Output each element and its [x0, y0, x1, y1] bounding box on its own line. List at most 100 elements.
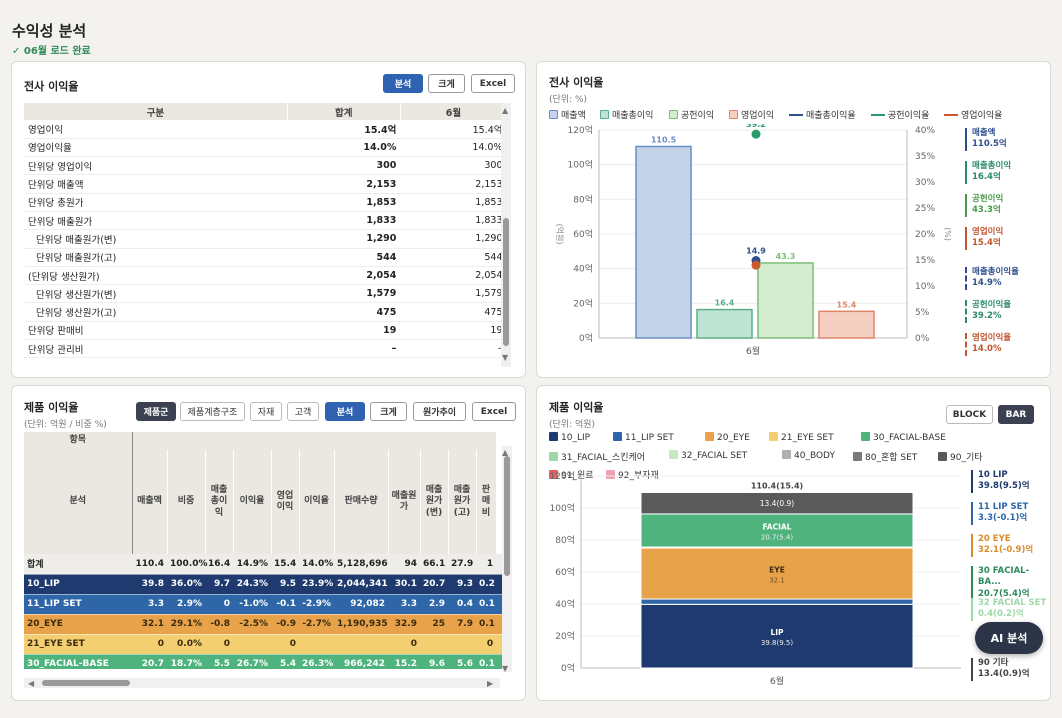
scrollbar-thumb[interactable] [503, 218, 509, 346]
row-total: 300 [287, 156, 401, 176]
product-hierarchy-button[interactable]: 제품계층구조 [180, 402, 245, 421]
stack-segment-3[interactable] [640, 547, 914, 600]
legend-label: 10_LIP [561, 433, 591, 443]
table-cell: 9.6 [420, 654, 448, 669]
line-point[interactable] [751, 260, 761, 270]
table-row[interactable]: 단위당 판매비 19 19 [24, 321, 507, 341]
column-header[interactable]: 매출액 [132, 450, 168, 554]
page-title: 수익성 분석 [12, 22, 87, 40]
table-cell: 5.4 [271, 654, 299, 669]
table-row[interactable]: (단위당 생산원가) 2,054 2,054 [24, 266, 507, 286]
material-button[interactable]: 자재 [250, 402, 282, 421]
table-row[interactable]: 합계 110.4 100.0% 16.4 14.9% 15.4 14.0% 5,128,696… [24, 554, 504, 575]
customer-button[interactable]: 고객 [287, 402, 319, 421]
stack-segment-2[interactable] [640, 598, 914, 605]
table-row[interactable]: 단위당 매출원가(고) 544 544 [24, 248, 507, 267]
cost-trend-button[interactable]: 원가추이 [413, 402, 466, 421]
bar-value-label: 16.4 [715, 299, 735, 308]
bar-view-button[interactable]: BAR [998, 405, 1034, 424]
legend-item[interactable]: 영업이익 [729, 108, 774, 121]
bar-3[interactable] [757, 262, 814, 339]
scroll-down-icon[interactable]: ▼ [502, 353, 509, 362]
legend-item[interactable]: 40_BODY [782, 450, 835, 461]
legend-item[interactable]: 영업이익율 [944, 108, 1002, 121]
scroll-left-icon[interactable]: ◀ [28, 679, 35, 688]
bar-2[interactable] [696, 308, 753, 339]
block-view-button[interactable]: BLOCK [946, 405, 993, 424]
scrollbar-thumb[interactable] [504, 456, 510, 576]
legend-item[interactable]: 21_EYE SET [769, 432, 834, 443]
table-row[interactable]: 단위당 생산원가(변) 1,579 1,579 [24, 284, 507, 304]
table-horizontal-scrollbar[interactable] [24, 678, 500, 688]
column-header[interactable]: 판매비 [476, 450, 497, 554]
table-row[interactable]: 단위당 매출원가(변) 1,290 1,290 [24, 229, 507, 249]
stack-segment-5[interactable] [640, 513, 914, 548]
scroll-down-icon[interactable]: ▼ [502, 664, 509, 673]
legend-item[interactable]: 매출총이익 [600, 108, 653, 121]
enlarge-button[interactable]: 크게 [370, 402, 407, 421]
legend-item[interactable]: 매출액 [549, 108, 586, 121]
table-cell: 36.0% [167, 574, 205, 595]
table-row[interactable]: 21_EYE SET 0 0.0% 0 0 0 0 [24, 634, 504, 655]
bar-1[interactable] [635, 145, 692, 339]
bar-4[interactable] [818, 310, 875, 339]
stack-segment-6[interactable] [640, 491, 914, 515]
column-header[interactable]: 영업이익 [271, 450, 300, 554]
table-row[interactable]: 영업이익 15.4억 15.4억 [24, 120, 507, 139]
legend-item[interactable]: 공헌이익 [669, 108, 714, 121]
excel-button[interactable]: Excel [471, 74, 515, 93]
table-cell [299, 634, 334, 655]
line-point[interactable] [751, 129, 761, 139]
legend-item[interactable]: 30_FACIAL-BASE [861, 432, 946, 443]
legend-item[interactable]: 31_FACIAL_스킨케어 [549, 450, 645, 463]
ai-analysis-button[interactable]: AI 분석 [975, 622, 1043, 654]
legend-swatch [549, 470, 558, 479]
table-row[interactable]: 단위당 매출액 2,153 2,153 [24, 174, 507, 194]
table-row[interactable]: 10_LIP 39.8 36.0% 9.7 24.3% 9.5 23.9% 2,044,341… [24, 574, 504, 595]
column-header[interactable]: 이익율 [233, 450, 272, 554]
column-header[interactable]: 매출원가 [388, 450, 421, 554]
column-header[interactable]: 비중 [167, 450, 206, 554]
legend-item[interactable]: 91_원료 [549, 468, 594, 481]
table-row[interactable]: 영업이익율 14.0% 14.0% [24, 138, 507, 158]
column-header[interactable]: 판매수량 [334, 450, 389, 554]
enlarge-button[interactable]: 크게 [428, 74, 465, 93]
table-cell: 26.3% [299, 654, 334, 669]
legend-item[interactable]: 11_LIP SET [613, 432, 674, 443]
scroll-right-icon[interactable]: ▶ [487, 679, 494, 688]
column-header[interactable]: 이익율 [299, 450, 335, 554]
table-row[interactable]: 단위당 총원가 1,853 1,853 [24, 193, 507, 212]
analysis-button[interactable]: 분석 [325, 402, 365, 421]
column-header[interactable]: 매출원가(고) [448, 450, 477, 554]
analysis-button[interactable]: 분석 [383, 74, 423, 93]
column-header[interactable]: 매출원가(변) [420, 450, 449, 554]
legend-item[interactable]: 공헌이익율 [871, 108, 929, 121]
legend-item[interactable]: 80_혼합 SET [853, 450, 917, 463]
table-row[interactable]: 20_EYE 32.1 29.1% -0.8 -2.5% -0.9 -2.7% 1,190,9… [24, 614, 504, 635]
table-row[interactable]: 단위당 매출원가 1,833 1,833 [24, 211, 507, 231]
horizontal-scrollbar-thumb[interactable] [42, 680, 130, 686]
row-total: 1,833 [287, 211, 401, 231]
summary-value: 39.2% [972, 311, 1002, 322]
table-row[interactable]: 30_FACIAL-BASE 20.7 18.7% 5.5 26.7% 5.4 26.3% 9… [24, 654, 504, 669]
table-vertical-scrollbar[interactable] [501, 103, 511, 367]
table-row[interactable]: 단위당 관리비–– [24, 339, 507, 359]
product-group-button[interactable]: 제품군 [136, 402, 176, 421]
legend-item[interactable]: 90_기타 [938, 450, 983, 463]
table-vertical-scrollbar[interactable] [502, 446, 512, 672]
legend-item[interactable]: 매출총이익율 [789, 108, 856, 121]
scroll-up-icon[interactable]: ▲ [502, 106, 509, 115]
legend-item[interactable]: 20_EYE [705, 432, 750, 443]
legend-item[interactable]: 10_LIP [549, 432, 590, 443]
legend-item[interactable]: 32_FACIAL SET [669, 450, 747, 461]
table-row[interactable]: 11_LIP SET 3.3 2.9% 0 -1.0% -0.1 -2.9% 92,082 3.… [24, 594, 504, 615]
panel-title: 제품 이익율 [549, 401, 604, 414]
table-row[interactable]: 단위당 생산원가(고) 475 475 [24, 302, 507, 322]
column-header[interactable]: 매출총이익 [205, 450, 234, 554]
table-cell: -0.9 [271, 614, 299, 635]
excel-button[interactable]: Excel [472, 402, 516, 421]
stack-segment-1[interactable] [640, 603, 914, 669]
table-cell [233, 634, 271, 655]
table-row[interactable]: 단위당 영업이익 300 300 [24, 156, 507, 176]
scroll-up-icon[interactable]: ▲ [502, 448, 509, 457]
